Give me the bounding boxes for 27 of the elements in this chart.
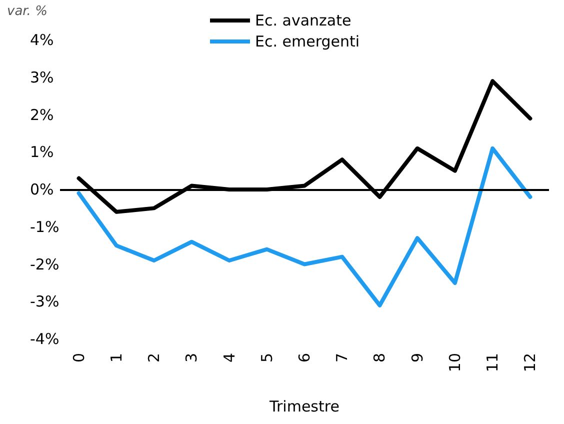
x-tick-label: 5 <box>258 353 276 363</box>
y-tick-label: -4% <box>30 330 60 348</box>
y-tick-label: -1% <box>30 218 60 236</box>
x-tick-label: 9 <box>408 353 426 363</box>
line-series <box>76 146 532 308</box>
x-tick-label: 6 <box>296 353 314 363</box>
y-axis-title: var. % <box>7 4 48 19</box>
y-tick-label: -3% <box>30 292 60 311</box>
y-tick-label: -2% <box>30 255 60 274</box>
x-tick-label: 12 <box>521 353 540 372</box>
x-tick-label: 0 <box>70 353 88 363</box>
y-tick-label: 2% <box>30 106 54 124</box>
y-tick-label: 1% <box>30 143 54 162</box>
x-tick-label: 8 <box>370 353 389 363</box>
x-tick-label: 3 <box>182 353 201 363</box>
x-tick-label: 1 <box>107 353 126 363</box>
x-tick-label: 7 <box>333 353 352 363</box>
legend-label: Ec. avanzate <box>255 12 352 30</box>
y-tick-label: 3% <box>30 68 54 86</box>
legend-label: Ec. emergenti <box>255 32 360 50</box>
x-tick-label: 10 <box>446 353 464 372</box>
x-tick-label: 4 <box>220 353 238 363</box>
y-tick-label: 4% <box>30 31 54 49</box>
x-tick-label: 2 <box>145 353 164 363</box>
x-axis-title: Trimestre <box>268 398 340 416</box>
x-tick-label: 11 <box>484 353 502 372</box>
y-tick-label: 0% <box>30 180 54 198</box>
